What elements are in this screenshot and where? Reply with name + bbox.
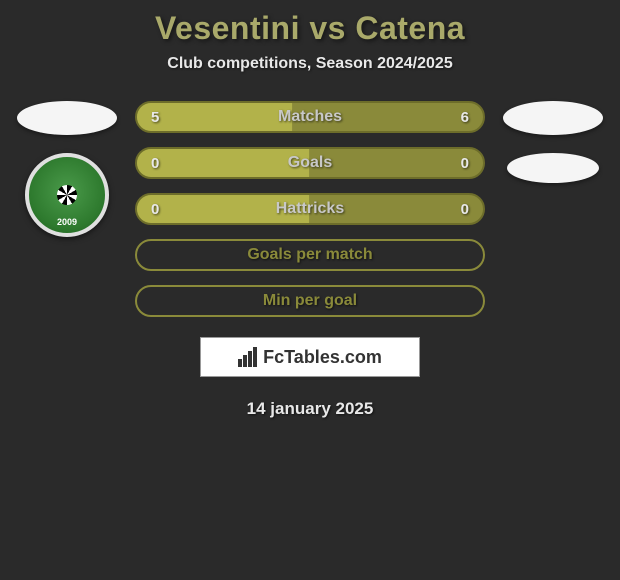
stat-left-value: 0 [151,201,159,218]
stat-row-goals: 0 0 Goals [135,147,485,179]
footer-date: 14 january 2025 [0,399,620,419]
stat-right-value: 0 [461,201,469,218]
page-subtitle: Club competitions, Season 2024/2025 [0,55,620,73]
club-crest-left: 2009 [25,153,109,237]
stat-fill [137,103,293,131]
stat-row-matches: 5 6 Matches [135,101,485,133]
stat-right-value: 6 [461,109,469,126]
player-placeholder-right-1 [503,101,603,135]
stat-label: Goals [288,154,332,172]
stat-label: Matches [278,108,342,126]
stat-label: Goals per match [247,246,372,264]
stat-right-value: 0 [461,155,469,172]
page-title: Vesentini vs Catena [0,10,620,47]
stats-column: 5 6 Matches 0 0 Goals 0 0 Hattricks Goals per mat… [135,101,485,317]
stat-fill [137,149,310,177]
stat-row-hattricks: 0 0 Hattricks [135,193,485,225]
branding-text: FcTables.com [263,347,382,368]
right-side [503,101,603,183]
crest-year: 2009 [57,217,77,227]
player-placeholder-right-2 [507,153,599,183]
stat-row-min-per-goal: Min per goal [135,285,485,317]
infographic-root: Vesentini vs Catena Club competitions, S… [0,0,620,429]
stat-left-value: 5 [151,109,159,126]
main-layout: 2009 5 6 Matches 0 0 Goals 0 0 Hattricks Goals pe… [0,101,620,317]
chart-bars-icon [238,347,257,367]
player-placeholder-left [17,101,117,135]
stat-left-value: 0 [151,155,159,172]
branding-box: FcTables.com [200,337,420,377]
stat-label: Hattricks [276,200,344,218]
left-side: 2009 [17,101,117,237]
stat-label: Min per goal [263,292,357,310]
crest-ball-icon [57,185,77,205]
stat-row-goals-per-match: Goals per match [135,239,485,271]
